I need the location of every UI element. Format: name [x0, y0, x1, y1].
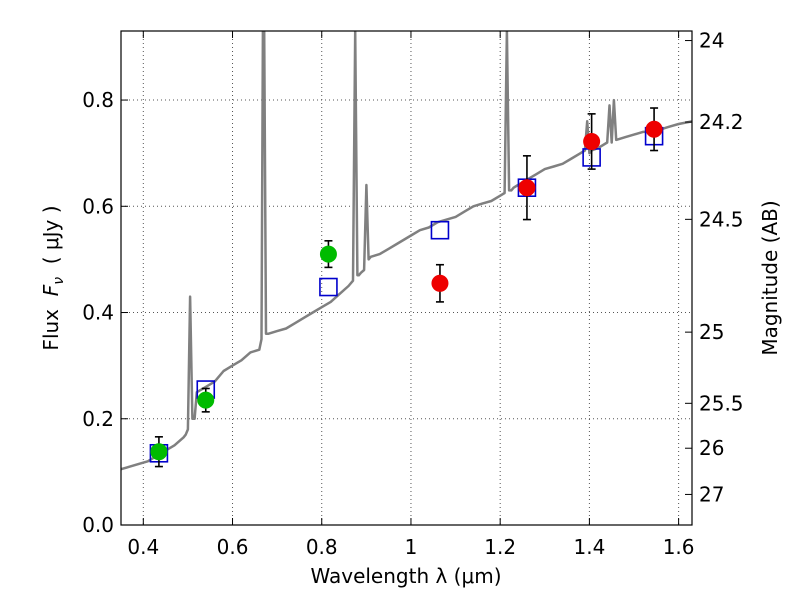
observed-point	[645, 120, 663, 138]
y2-tick-label: 25.5	[699, 391, 744, 415]
y-tick-label: 0.8	[82, 88, 114, 112]
y2-tick-label: 25	[699, 320, 724, 344]
model-photometry-square	[319, 277, 338, 297]
y-tick-label: 0.2	[82, 407, 114, 431]
y2-axis-title: Magnitude (AB)	[758, 200, 782, 355]
x-tick-label: 1.6	[663, 535, 695, 559]
y-tick-label: 0.0	[82, 513, 114, 537]
y2-tick-label: 24	[699, 29, 724, 53]
x-tick-label: 0.4	[127, 535, 159, 559]
x-tick-label: 0.6	[217, 535, 249, 559]
observed-point	[583, 132, 601, 150]
observed-point	[319, 245, 337, 263]
observed-point	[197, 391, 215, 409]
y-tick-label: 0.4	[82, 301, 114, 325]
tick-labels: 0.4 0.6 0.8 1 1.2 1.4 1.6 0.0 0.2 0.4 0.6 0.8 24 24.2…	[82, 29, 743, 559]
spectrum-layer	[121, 31, 692, 471]
y-tick-label: 0.6	[82, 194, 114, 218]
axis-ticks	[121, 31, 692, 526]
observed-point	[150, 443, 168, 461]
plot-background	[121, 31, 692, 525]
x-tick-label: 1	[405, 535, 418, 559]
plot-frame	[120, 30, 693, 526]
y2-tick-label: 26	[699, 436, 724, 460]
y2-tick-label: 24.2	[699, 110, 744, 134]
y2-tick-label: 24.5	[699, 207, 744, 231]
spectrum-line	[121, 31, 692, 471]
observed-point	[431, 274, 449, 292]
model-photometry-square	[430, 220, 450, 240]
observed-point	[518, 179, 536, 197]
y2-tick-label: 27	[699, 482, 724, 506]
markers-layer	[149, 107, 664, 468]
x-tick-label: 0.8	[306, 535, 338, 559]
x-axis-title: Wavelength λ (μm)	[310, 564, 501, 588]
y-axis-title: Flux Fν ( μJy )	[39, 205, 67, 350]
x-tick-label: 1.2	[484, 535, 516, 559]
x-tick-label: 1.4	[573, 535, 605, 559]
